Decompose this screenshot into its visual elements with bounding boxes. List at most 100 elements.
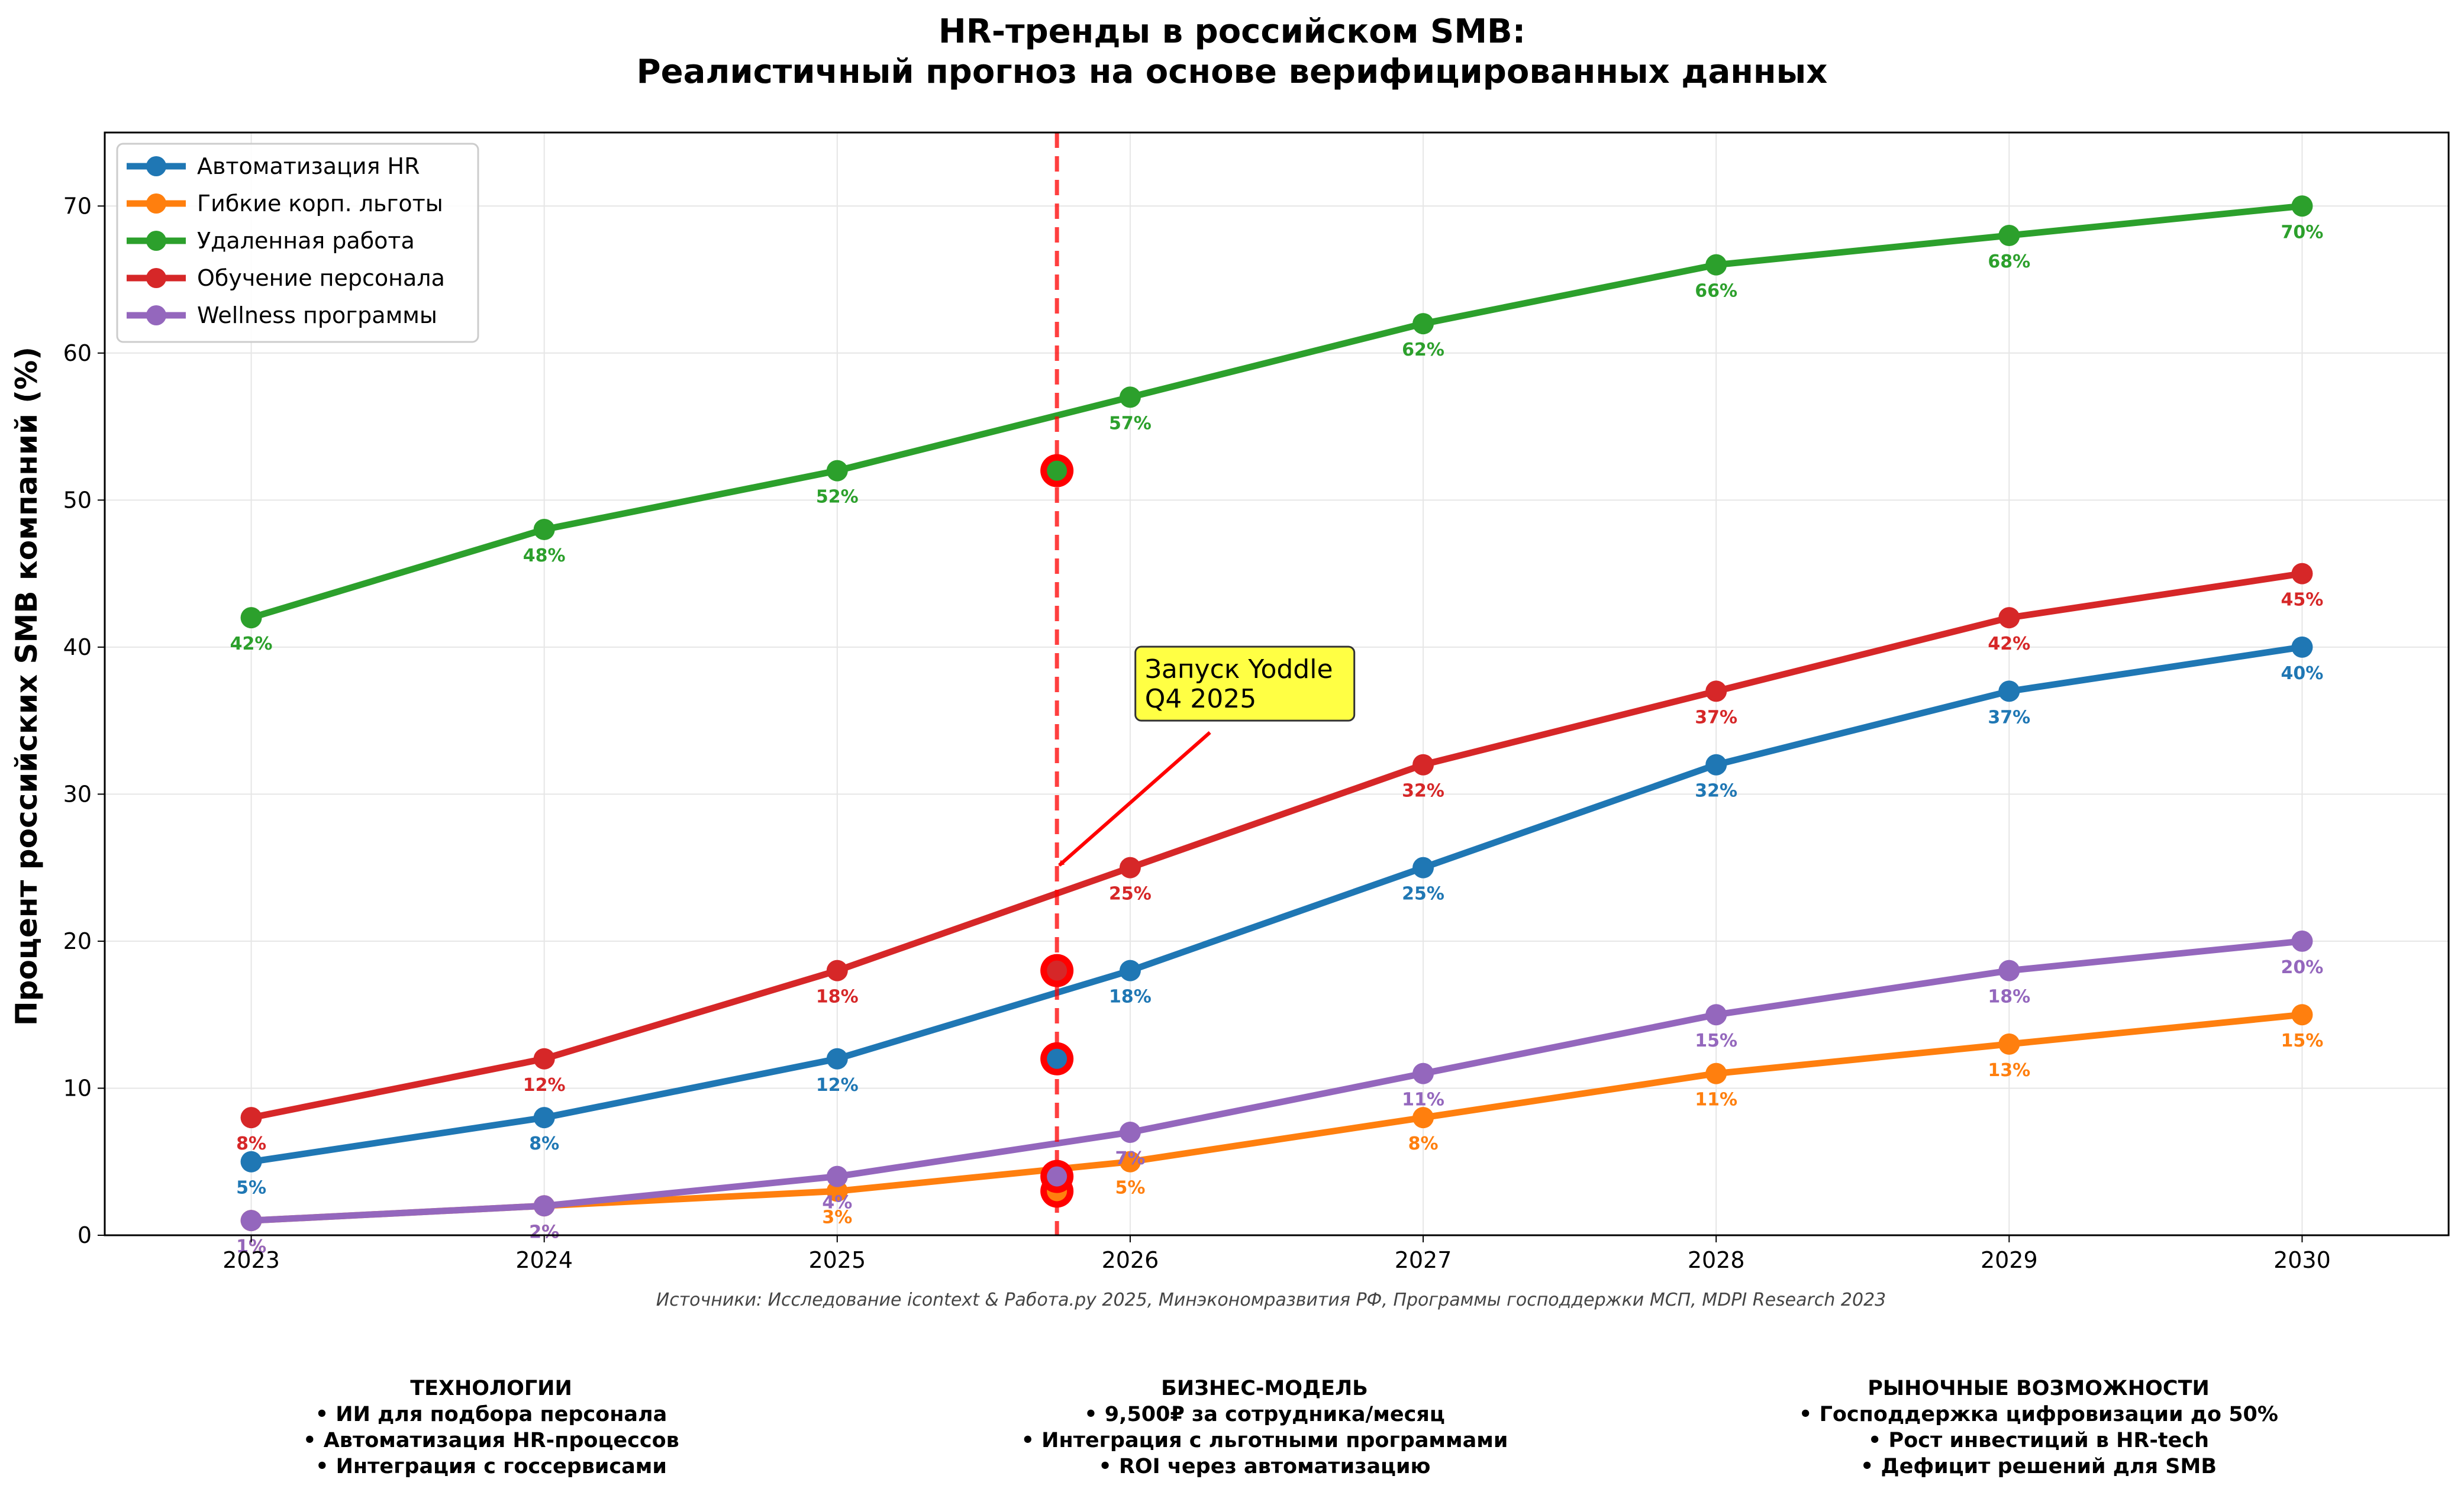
x-tick-label: 2030 xyxy=(2273,1247,2331,1273)
data-point xyxy=(1412,857,1434,879)
y-tick-label: 40 xyxy=(63,634,92,660)
data-label: 37% xyxy=(1988,707,2030,728)
y-axis-label: Процент российских SMB компаний (%) xyxy=(9,347,44,1026)
data-point xyxy=(1998,224,2020,246)
legend: Автоматизация HR Гибкие корп. льготы Удале… xyxy=(116,143,479,343)
data-point xyxy=(1119,1151,1141,1173)
x-tick-label: 2029 xyxy=(1981,1247,2038,1273)
data-label: 13% xyxy=(1988,1060,2030,1081)
footer-technologies-item: • Интеграция с госсервисами xyxy=(315,1455,667,1478)
y-tick-label: 0 xyxy=(78,1222,92,1248)
legend-box xyxy=(116,143,479,343)
x-tick-label: 2028 xyxy=(1688,1247,1745,1273)
y-tick-label: 70 xyxy=(63,193,92,219)
data-point xyxy=(1705,1063,1727,1084)
data-point xyxy=(533,519,555,541)
data-point xyxy=(2291,563,2313,584)
legend-swatch-marker xyxy=(146,231,166,251)
source-note: Источники: Исследование icontext & Работ… xyxy=(656,1290,1886,1310)
data-point xyxy=(1412,754,1434,776)
data-label: 62% xyxy=(1402,340,1444,360)
data-label: 25% xyxy=(1402,884,1444,905)
data-point xyxy=(240,1107,262,1129)
footer-business-model: БИЗНЕС-МОДЕЛЬ • 9,500₽ за сотрудника/мес… xyxy=(939,1375,1590,1480)
data-label: 5% xyxy=(236,1178,266,1199)
data-label: 7% xyxy=(1115,1148,1145,1169)
launch-marker-layer xyxy=(1040,133,1074,1235)
y-tick-label: 60 xyxy=(63,340,92,366)
data-point xyxy=(1119,857,1141,879)
data-label: 40% xyxy=(2281,663,2324,684)
legend-swatch-marker xyxy=(146,193,166,214)
data-point xyxy=(1705,1004,1727,1026)
data-label: 18% xyxy=(816,987,859,1007)
footer-business-model-title: БИЗНЕС-МОДЕЛЬ xyxy=(1161,1377,1368,1400)
launch-highlight-point-inner xyxy=(1047,1166,1067,1187)
chart-subtitle: Реалистичный прогноз на основе верифицир… xyxy=(637,53,1828,91)
data-point xyxy=(2291,636,2313,658)
data-point xyxy=(1705,680,1727,702)
data-point xyxy=(1705,254,1727,276)
data-label: 52% xyxy=(816,487,859,508)
annotation: Запуск Yoddle Q4 2025 xyxy=(1058,645,1356,867)
data-point xyxy=(826,1165,848,1187)
footer-technologies-item: • ИИ для подбора персонала xyxy=(315,1403,667,1426)
data-point xyxy=(1412,1063,1434,1084)
legend-label: Обучение персонала xyxy=(197,265,445,291)
launch-highlight-point-inner xyxy=(1047,960,1067,981)
footer-technologies-item: • Автоматизация HR-процессов xyxy=(303,1429,679,1452)
data-label: 15% xyxy=(2281,1031,2324,1051)
data-label: 37% xyxy=(1695,707,1737,728)
data-point xyxy=(2291,195,2313,217)
data-point xyxy=(533,1195,555,1217)
data-label: 15% xyxy=(1695,1031,1737,1051)
data-point xyxy=(826,960,848,981)
legend-label: Гибкие корп. льготы xyxy=(197,190,443,217)
data-label: 32% xyxy=(1402,781,1444,802)
footer-business-model-item: • Интеграция с льготными программами xyxy=(1021,1429,1508,1452)
data-label: 12% xyxy=(523,1075,566,1096)
footer-business-model-item: • ROI через автоматизацию xyxy=(1098,1455,1431,1478)
footer-market-item: • Дефицит решений для SMB xyxy=(1860,1455,2217,1478)
data-label: 4% xyxy=(822,1193,852,1213)
x-tick-label: 2024 xyxy=(515,1247,573,1273)
data-label: 70% xyxy=(2281,222,2324,243)
data-point xyxy=(1705,754,1727,776)
data-label: 5% xyxy=(1115,1178,1145,1199)
data-point xyxy=(2291,1004,2313,1026)
data-label: 8% xyxy=(529,1133,559,1154)
x-tick-label: 2025 xyxy=(808,1247,866,1273)
data-point xyxy=(1998,680,2020,702)
plot-frame xyxy=(104,131,2450,1236)
footer-market-item: • Рост инвестиций в HR-tech xyxy=(1868,1429,2210,1452)
footer-business-model-item: • 9,500₽ за сотрудника/месяц xyxy=(1084,1403,1445,1426)
data-point xyxy=(826,1180,848,1202)
data-label: 18% xyxy=(1109,987,1152,1007)
chart-title: HR-тренды в российском SMB: xyxy=(938,12,1526,51)
series-line xyxy=(248,570,2305,1121)
data-label: 12% xyxy=(816,1075,859,1096)
data-label: 42% xyxy=(230,634,273,654)
data-label: 68% xyxy=(1988,251,2030,272)
series-line xyxy=(248,202,2305,621)
y-tick-label: 50 xyxy=(63,487,92,513)
footer-technologies-title: ТЕХНОЛОГИИ xyxy=(410,1377,572,1400)
data-label: 11% xyxy=(1402,1090,1444,1110)
data-label: 32% xyxy=(1695,781,1737,802)
data-label: 25% xyxy=(1109,884,1152,905)
data-point xyxy=(1998,960,2020,981)
data-point xyxy=(2291,930,2313,952)
launch-highlight-point-inner xyxy=(1047,1048,1067,1069)
data-point xyxy=(1998,1033,2020,1055)
data-point xyxy=(1412,313,1434,335)
legend-label: Удаленная работа xyxy=(197,228,415,254)
data-point xyxy=(240,607,262,629)
data-point xyxy=(1998,607,2020,629)
legend-swatch-marker xyxy=(146,305,166,325)
series-line xyxy=(248,938,2305,1224)
x-tick-label: 2026 xyxy=(1102,1247,1159,1273)
data-point xyxy=(240,1151,262,1173)
data-point xyxy=(533,1048,555,1070)
annotation-line-2: Q4 2025 xyxy=(1145,684,1257,714)
